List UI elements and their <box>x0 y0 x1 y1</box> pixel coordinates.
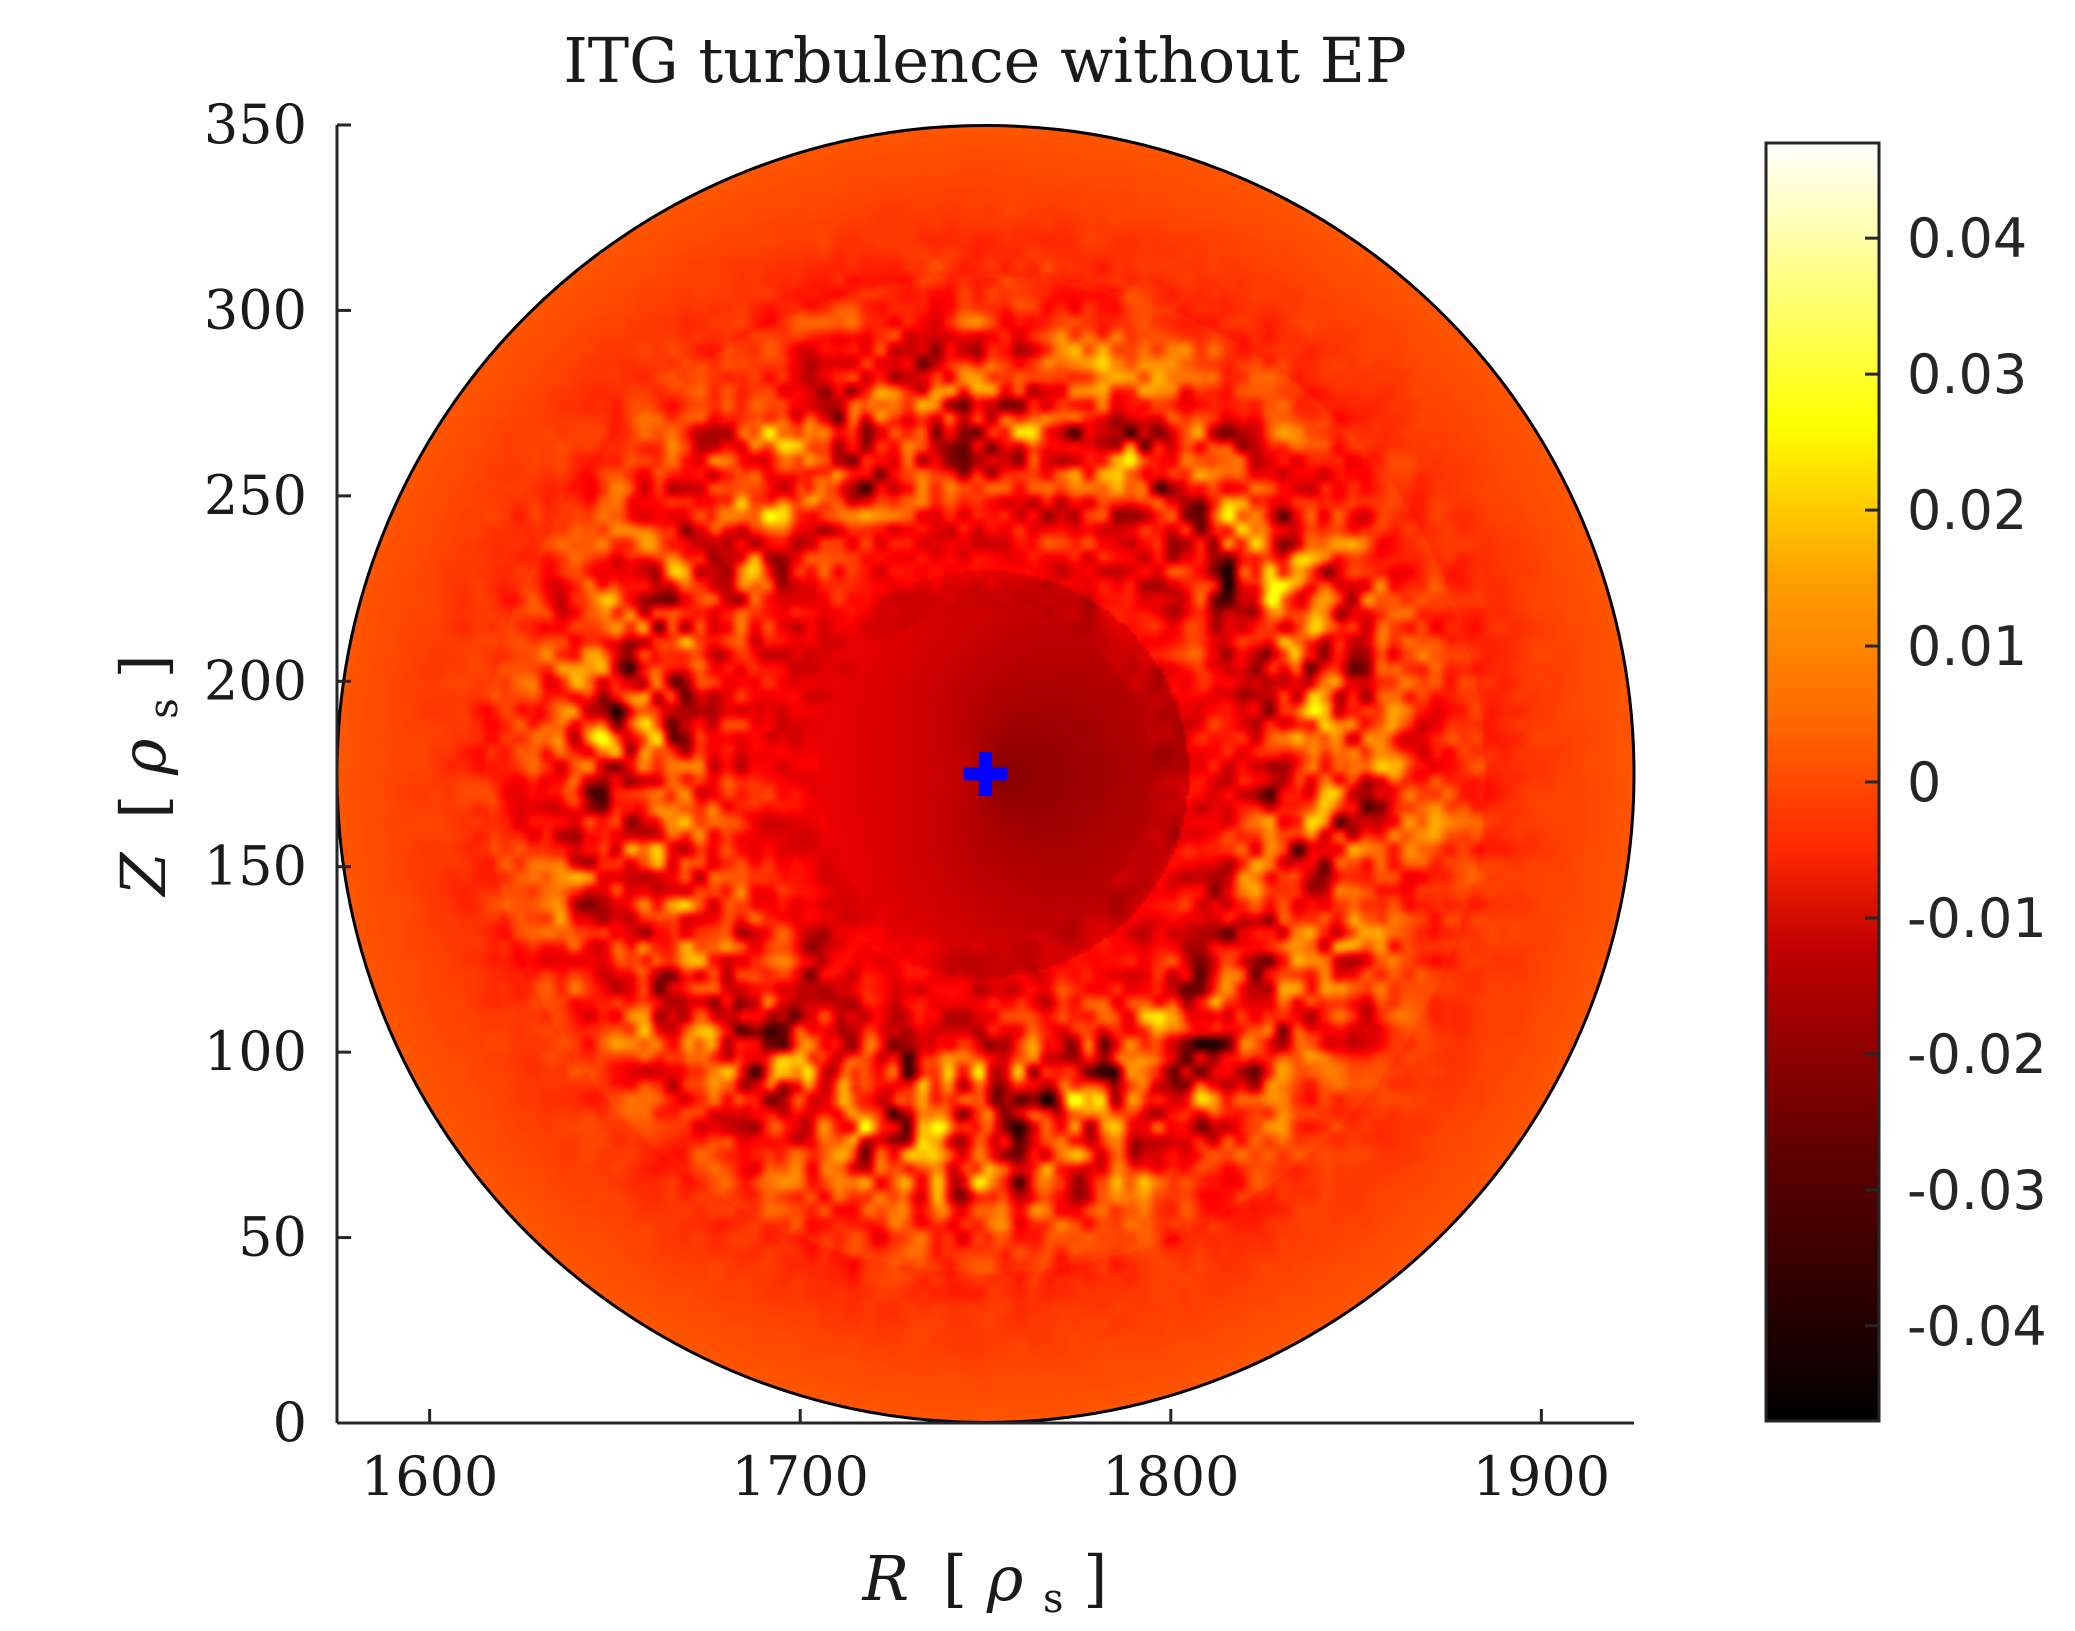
colorbar-tick-label: -0.02 <box>1907 1023 2047 1086</box>
chart-title: ITG turbulence without EP <box>563 24 1406 97</box>
colorbar-tick-label: 0 <box>1907 751 1941 814</box>
y-axis-bracket-open: [ <box>107 795 180 819</box>
y-tick-label: 0 <box>273 1391 307 1454</box>
y-tick-label: 200 <box>204 649 307 712</box>
colorbar-tick-label: -0.04 <box>1907 1295 2047 1358</box>
colorbar-tick-label: -0.03 <box>1907 1159 2047 1222</box>
colorbar-tick-label: 0.03 <box>1907 343 2027 406</box>
colorbar <box>1764 141 1881 1423</box>
y-axis-bracket-close: ] <box>107 654 180 678</box>
y-tick-label: 100 <box>204 1020 307 1083</box>
colorbar-tick-label: 0.02 <box>1907 479 2027 542</box>
y-tick-label: 350 <box>204 93 307 156</box>
y-tick-label: 300 <box>204 278 307 341</box>
y-axis-label: Z [ ρ s ] <box>107 654 192 897</box>
y-axis-unit-subscript: s <box>141 698 187 719</box>
y-axis-symbol: Z <box>107 852 180 898</box>
x-axis-unit-subscript: s <box>1043 1576 1064 1622</box>
colorbar-tick-label: -0.01 <box>1907 887 2047 950</box>
x-axis-bracket-open: [ <box>943 1542 967 1615</box>
magnetic-axis-marker <box>963 752 1008 796</box>
x-tick-label: 1900 <box>1473 1445 1610 1508</box>
y-tick-label: 250 <box>204 464 307 527</box>
colorbar-ticks: 0.04 0.03 0.02 0.01 0 -0.01 -0.02 -0.03 -0.04 <box>1865 207 2047 1358</box>
y-axis-unit: ρ <box>107 738 180 775</box>
x-axis-label: R [ ρ s ] <box>862 1542 1108 1627</box>
y-tick-label: 150 <box>204 835 307 898</box>
axes <box>335 125 1634 1425</box>
colorbar-tick-label: 0.01 <box>1907 615 2027 678</box>
x-tick-label: 1700 <box>731 1445 868 1508</box>
x-tick-label: 1800 <box>1102 1445 1239 1508</box>
x-axis-bracket-close: ] <box>1083 1542 1107 1615</box>
x-axis-symbol: R <box>862 1542 910 1615</box>
x-axis-unit: ρ <box>986 1542 1023 1615</box>
x-ticks: 1600 1700 1800 1900 <box>361 1409 1610 1508</box>
y-tick-label: 50 <box>238 1206 307 1269</box>
x-tick-label: 1600 <box>361 1445 498 1508</box>
y-ticks: 0 50 100 150 200 250 300 350 <box>204 93 351 1454</box>
colorbar-tick-label: 0.04 <box>1907 207 2027 270</box>
